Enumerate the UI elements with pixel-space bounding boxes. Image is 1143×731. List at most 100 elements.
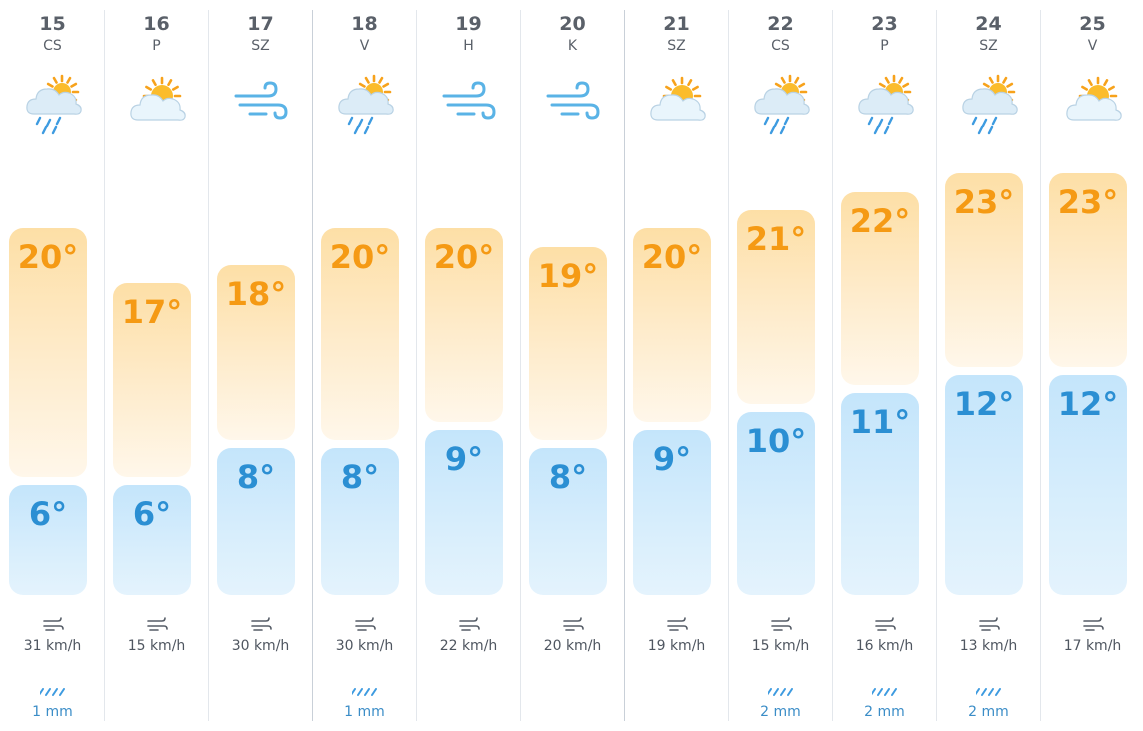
day-column[interactable]: 19 H 20° 9° 22 km/h — [417, 10, 520, 721]
min-temp-bar: 10° — [737, 411, 815, 595]
day-column[interactable]: 21 SZ 20° 9° 19 km/h — [625, 10, 728, 721]
max-temperature: 20° — [17, 238, 79, 277]
day-date: 20 — [559, 13, 586, 35]
wind-speed-icon — [874, 616, 896, 632]
wind-speed: 17 km/h — [1063, 638, 1122, 654]
precipitation-amount: 2 mm — [864, 704, 905, 720]
day-column[interactable]: 17 SZ 18° 8° 30 km/h — [209, 10, 312, 721]
max-temp-bar: 20° — [321, 228, 399, 441]
day-separator — [520, 10, 521, 721]
day-separator — [624, 10, 625, 721]
wind-speed-icon — [770, 616, 792, 632]
day-separator — [104, 10, 105, 721]
min-temp-bar: 11° — [841, 393, 919, 595]
day-column[interactable]: 15 CS 20° 6° 31 km/h 1 mm — [1, 10, 104, 721]
day-of-week: K — [567, 38, 578, 54]
day-date: 19 — [455, 13, 482, 35]
wind-speed: 19 km/h — [647, 638, 706, 654]
wind-speed: 13 km/h — [959, 638, 1018, 654]
min-temperature: 9° — [652, 440, 692, 478]
precipitation-amount: 2 mm — [760, 704, 801, 720]
min-temperature: 11° — [849, 403, 911, 442]
day-column[interactable]: 20 K 19° 8° 20 km/h — [521, 10, 624, 721]
day-date: 16 — [143, 13, 170, 35]
rain-icon — [869, 682, 898, 696]
day-of-week: SZ — [251, 38, 270, 54]
max-temperature: 20° — [433, 238, 495, 277]
day-column[interactable]: 22 CS 21° 10° 15 km/h 2 mm — [729, 10, 832, 721]
min-temp-bar: 6° — [113, 485, 191, 595]
max-temperature: 19° — [537, 256, 599, 295]
min-temperature: 10° — [745, 421, 807, 460]
min-temp-bar: 8° — [217, 448, 295, 595]
max-temperature: 21° — [745, 220, 807, 258]
wind-speed-icon — [354, 616, 376, 632]
day-date: 23 — [871, 13, 898, 35]
day-of-week: CS — [43, 38, 62, 54]
min-temperature: 9° — [444, 440, 484, 478]
min-temp-bar: 12° — [1049, 375, 1127, 595]
day-separator — [832, 10, 833, 721]
wind-speed: 15 km/h — [127, 638, 186, 654]
max-temperature: 23° — [1057, 183, 1119, 222]
min-temp-bar: 9° — [425, 430, 503, 595]
day-separator — [312, 10, 313, 721]
day-of-week: P — [880, 38, 889, 54]
max-temp-bar: 20° — [9, 228, 87, 477]
sun-cloud-rain-icon — [958, 74, 1020, 136]
day-column[interactable]: 24 SZ 23° 12° 13 km/h 2 mm — [937, 10, 1040, 721]
wind-speed-icon — [562, 616, 584, 632]
max-temperature: 20° — [329, 238, 391, 277]
rain-icon — [349, 682, 378, 696]
sun-cloud-rain-icon — [854, 74, 916, 136]
wind-speed: 30 km/h — [231, 638, 290, 654]
max-temperature: 18° — [225, 275, 287, 313]
min-temp-bar: 9° — [633, 430, 711, 595]
max-temp-bar: 18° — [217, 265, 295, 441]
day-of-week: H — [463, 38, 474, 54]
wind-speed-icon — [42, 616, 64, 632]
day-separator — [1040, 10, 1041, 721]
day-column[interactable]: 18 V 20° 8° 30 km/h 1 mm — [313, 10, 416, 721]
day-separator — [208, 10, 209, 721]
day-column[interactable]: 25 V 23° 12° 17 km/h — [1041, 10, 1143, 721]
wind-speed-icon — [978, 616, 1000, 632]
max-temp-bar: 20° — [633, 228, 711, 422]
min-temp-bar: 8° — [529, 448, 607, 595]
max-temp-bar: 20° — [425, 228, 503, 422]
max-temperature: 20° — [641, 238, 703, 277]
max-temperature: 17° — [121, 293, 183, 332]
day-date: 21 — [663, 13, 690, 35]
min-temperature: 6° — [132, 495, 172, 533]
day-date: 17 — [247, 13, 274, 35]
wind-icon — [438, 74, 500, 136]
sun-cloud-rain-icon — [334, 74, 396, 136]
wind-speed-icon — [250, 616, 272, 632]
day-separator — [416, 10, 417, 721]
day-date: 25 — [1079, 13, 1106, 35]
min-temperature: 12° — [953, 385, 1015, 423]
min-temp-bar: 12° — [945, 375, 1023, 595]
wind-speed: 20 km/h — [543, 638, 602, 654]
precipitation-amount: 2 mm — [968, 704, 1009, 720]
wind-speed: 15 km/h — [751, 638, 810, 654]
day-column[interactable]: 16 P 17° 6° 15 km/h — [105, 10, 208, 721]
min-temperature: 6° — [28, 495, 68, 533]
min-temperature: 8° — [340, 458, 380, 497]
max-temp-bar: 22° — [841, 191, 919, 386]
min-temp-bar: 6° — [9, 485, 87, 595]
rain-icon — [765, 682, 794, 696]
max-temp-bar: 23° — [1049, 173, 1127, 367]
wind-speed: 22 km/h — [439, 638, 498, 654]
day-separator — [936, 10, 937, 721]
max-temperature: 22° — [849, 201, 911, 240]
day-date: 18 — [351, 13, 378, 35]
wind-icon — [230, 74, 292, 136]
day-date: 22 — [767, 13, 794, 35]
day-column[interactable]: 23 P 22° 11° 16 km/h 2 mm — [833, 10, 936, 721]
day-of-week: V — [1087, 38, 1098, 54]
day-date: 24 — [975, 13, 1002, 35]
max-temp-bar: 21° — [737, 210, 815, 404]
min-temperature: 12° — [1057, 385, 1119, 423]
